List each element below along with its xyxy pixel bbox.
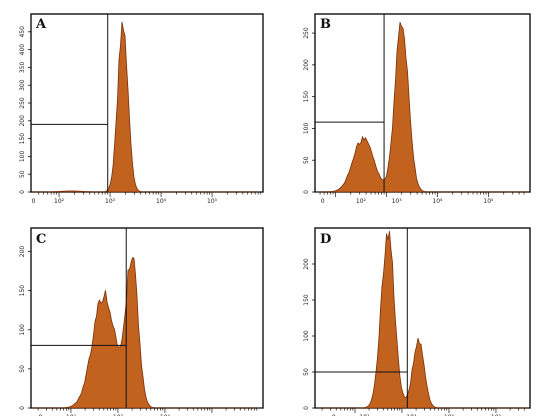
x-tick-label: 10⁴ — [444, 414, 455, 416]
y-tick-label: 150 — [19, 285, 26, 297]
y-tick-label: 150 — [303, 91, 310, 103]
panel-d: D 0 50 100 150 200 0 10² 10³ 10⁴ 10⁵ — [303, 227, 531, 416]
panel-b-frame — [314, 13, 531, 193]
y-tick-label: 200 — [19, 246, 26, 258]
panel-a: A 0 50 100 150 200 250 300 350 400 450 0 10² 10³ 10⁴ 1… — [19, 13, 264, 205]
y-tick-label: 100 — [303, 330, 310, 342]
panel-b: B 0 50 100 150 200 250 0 10² 10³ 10⁴ 10⁵ — [303, 13, 531, 205]
x-tick-label: 10² — [356, 198, 367, 205]
y-tick-label: 0 — [19, 406, 26, 410]
y-tick-label: 400 — [19, 44, 26, 56]
x-tick-label: 10⁴ — [432, 198, 443, 205]
y-tick-label: 50 — [19, 365, 26, 373]
panel-a-letter: A — [35, 17, 47, 32]
panel-a-frame — [30, 13, 264, 193]
x-tick-label: 10⁴ — [160, 414, 171, 416]
y-tick-label: 150 — [19, 133, 26, 145]
panel-c: C 0 50 100 150 200 0 10² 10³ 10⁴ — [19, 227, 264, 416]
y-tick-label: 250 — [303, 27, 310, 39]
x-tick-label: 0 — [32, 198, 36, 205]
x-tick-label: 10³ — [392, 198, 403, 205]
y-tick-label: 100 — [19, 150, 26, 162]
y-tick-label: 0 — [303, 406, 310, 410]
y-tick-label: 50 — [19, 170, 26, 178]
x-tick-label: 0 — [38, 414, 42, 416]
y-tick-label: 100 — [19, 324, 26, 336]
histogram-series-d — [316, 231, 529, 409]
y-tick-label: 450 — [19, 26, 26, 38]
histogram-series-c — [32, 257, 262, 409]
y-tick-label: 350 — [19, 61, 26, 73]
y-tick-label: 200 — [303, 59, 310, 71]
x-tick-label: 10³ — [113, 414, 124, 416]
x-tick-label: 10⁴ — [156, 198, 167, 205]
x-tick-label: 0 — [321, 198, 325, 205]
x-tick-label: 10² — [359, 414, 370, 416]
panel-c-frame — [30, 227, 264, 409]
y-tick-label: 0 — [303, 190, 310, 194]
x-tick-label: 10⁵ — [207, 198, 218, 205]
panel-b-letter: B — [320, 17, 331, 32]
y-tick-label: 0 — [19, 190, 26, 194]
x-tick-label: 0 — [332, 414, 336, 416]
panel-c-letter: C — [36, 232, 46, 247]
histogram-series-b — [316, 21, 529, 193]
x-tick-label: 10³ — [406, 414, 417, 416]
x-tick-label: 10² — [66, 414, 77, 416]
y-tick-label: 200 — [19, 115, 26, 127]
y-tick-label: 200 — [303, 258, 310, 270]
y-tick-label: 50 — [303, 368, 310, 376]
x-tick-label: 10² — [54, 198, 65, 205]
x-tick-label: 10⁵ — [483, 198, 494, 205]
y-tick-label: 150 — [303, 294, 310, 306]
x-tick-label: 10³ — [105, 198, 116, 205]
y-tick-label: 250 — [19, 97, 26, 109]
x-tick-label: 10⁵ — [491, 414, 502, 416]
y-tick-label: 100 — [303, 123, 310, 135]
histogram-series-a — [32, 21, 262, 193]
y-tick-label: 300 — [19, 79, 26, 91]
y-tick-label: 50 — [303, 156, 310, 164]
panel-d-letter: D — [320, 232, 331, 247]
